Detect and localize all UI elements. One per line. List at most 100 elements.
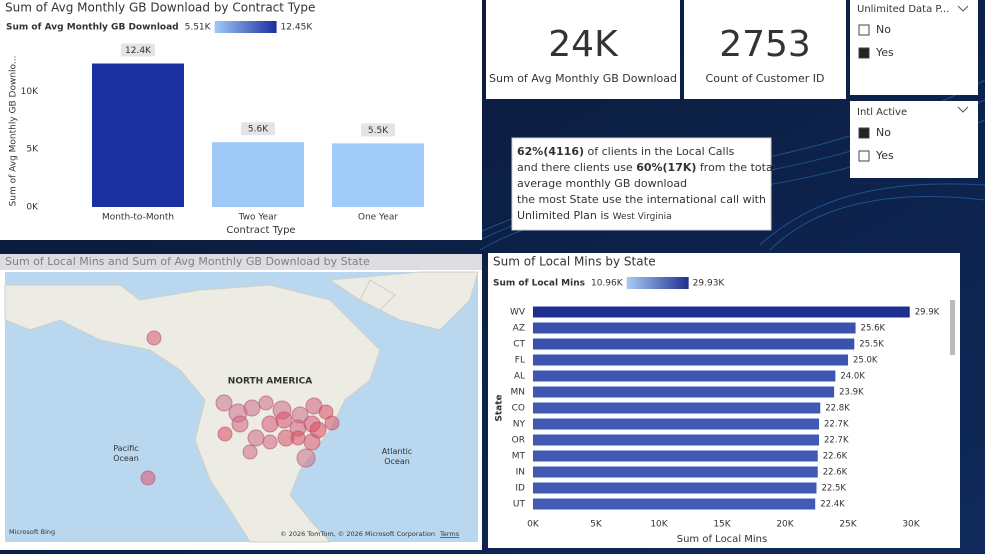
- checkbox[interactable]: [858, 127, 870, 139]
- checkbox[interactable]: [858, 24, 870, 36]
- x-tick-label: Two Year: [238, 213, 278, 223]
- data-label: 22.7K: [824, 420, 849, 430]
- legend-max: 12.45K: [281, 23, 314, 33]
- slicer-option[interactable]: No: [876, 23, 891, 36]
- bar: [533, 306, 910, 318]
- legend-gradient: [626, 277, 689, 289]
- dropdown-icon[interactable]: [957, 5, 969, 12]
- data-label: 25.5K: [859, 340, 884, 350]
- map-bubble: [290, 430, 306, 446]
- text-line: average monthly GB download: [517, 177, 687, 190]
- map-ocean-label: Atlantic Ocean: [382, 447, 412, 466]
- slicer-title: Unlimited Data P...: [857, 4, 949, 15]
- data-label: 5.5K: [368, 126, 389, 136]
- text-box-panel: [511, 137, 772, 231]
- y-tick-label: 10K: [21, 87, 39, 97]
- map-bubble: [262, 434, 278, 450]
- map-bubble: [258, 395, 274, 411]
- text-run: Unlimited Plan is: [517, 209, 613, 222]
- map-bubble: [231, 415, 249, 433]
- x-tick-label: 25K: [839, 520, 857, 530]
- x-axis-label: Contract Type: [226, 225, 295, 236]
- data-label: 22.8K: [825, 404, 850, 414]
- y-tick-label: UT: [513, 500, 526, 510]
- card-label: Count of Customer ID: [706, 72, 825, 85]
- data-label: 5.6K: [248, 125, 269, 135]
- y-tick-label: WV: [510, 308, 526, 318]
- map-bubble: [247, 429, 265, 447]
- y-tick-label: MT: [512, 452, 526, 462]
- map-bubble: [275, 411, 293, 429]
- map-bubble: [146, 330, 162, 346]
- map-title-bar: [0, 254, 482, 270]
- y-tick-label: MN: [511, 388, 526, 398]
- map-bubble: [215, 394, 233, 412]
- data-label: 22.6K: [823, 452, 848, 462]
- x-tick-label: 10K: [650, 520, 668, 530]
- bar: [212, 142, 304, 207]
- bar: [533, 370, 836, 382]
- data-label: 22.4K: [820, 500, 845, 510]
- map-bubble: [324, 415, 340, 431]
- x-tick-label: 20K: [776, 520, 794, 530]
- map-bubble: [140, 470, 156, 486]
- data-label: 25.0K: [853, 356, 878, 366]
- data-label: 22.5K: [822, 484, 847, 494]
- slicer-option[interactable]: Yes: [875, 46, 894, 59]
- chart-title: Sum of Avg Monthly GB Download by Contra…: [5, 1, 315, 15]
- data-label-bg: [361, 123, 395, 137]
- legend-title: Sum of Local Mins: [493, 279, 585, 289]
- text-line: and there clients use 60%(17K) from the …: [517, 161, 776, 174]
- data-label: 22.6K: [823, 468, 848, 478]
- data-label: 25.6K: [861, 324, 886, 334]
- text-run: of clients in the Local Calls: [584, 145, 735, 158]
- text-run: West Virginia: [613, 212, 672, 222]
- text-run: average monthly GB download: [517, 177, 687, 190]
- scrollbar[interactable]: [950, 300, 955, 355]
- bar: [533, 418, 820, 430]
- y-tick-label: ID: [515, 484, 525, 494]
- slicer-option[interactable]: Yes: [875, 149, 894, 162]
- map-provider: Microsoft Bing: [9, 528, 55, 536]
- bar: [533, 338, 855, 350]
- data-label-bg: [241, 122, 275, 136]
- x-tick-label: 30K: [902, 520, 920, 530]
- y-tick-label: FL: [515, 356, 525, 366]
- map-land: [4, 271, 479, 543]
- map-title: Sum of Local Mins and Sum of Avg Monthly…: [5, 255, 370, 268]
- bar: [533, 386, 835, 398]
- text-run: 60%(17K): [636, 161, 696, 174]
- map-bubbles: [140, 330, 340, 486]
- map-ocean-word: Pacific: [113, 444, 138, 453]
- map-attribution: © 2026 TomTom, © 2026 Microsoft Corporat…: [280, 530, 435, 538]
- card-value: 24K: [548, 24, 619, 65]
- dropdown-icon[interactable]: [957, 106, 969, 113]
- panel[interactable]: [850, 0, 978, 95]
- text-run: from the total: [696, 161, 775, 174]
- slicer-option[interactable]: No: [876, 126, 891, 139]
- checkbox[interactable]: [858, 150, 870, 162]
- map-bubble: [303, 433, 321, 451]
- y-tick-label: CO: [512, 404, 525, 414]
- map-terms[interactable]: Terms: [439, 530, 460, 538]
- card-value: 2753: [719, 24, 811, 65]
- bar: [533, 402, 821, 414]
- panel[interactable]: [850, 101, 978, 178]
- x-tick-label: 15K: [713, 520, 731, 530]
- text-run: and there clients use: [517, 161, 636, 174]
- y-tick-label: AL: [514, 372, 525, 382]
- panel: [486, 0, 680, 99]
- checkbox[interactable]: [858, 47, 870, 59]
- text-line: Unlimited Plan is West Virginia: [517, 209, 672, 222]
- x-tick-label: 0K: [527, 520, 540, 530]
- bar: [533, 482, 817, 494]
- legend-gradient: [214, 21, 277, 33]
- map-ocean-word: Ocean: [113, 454, 139, 463]
- map-bubble: [296, 448, 316, 468]
- bar: [533, 466, 818, 478]
- chart-title: Sum of Local Mins by State: [493, 255, 656, 269]
- data-label-bg: [121, 43, 155, 57]
- y-tick-label: NY: [513, 420, 526, 430]
- bar: [332, 143, 424, 207]
